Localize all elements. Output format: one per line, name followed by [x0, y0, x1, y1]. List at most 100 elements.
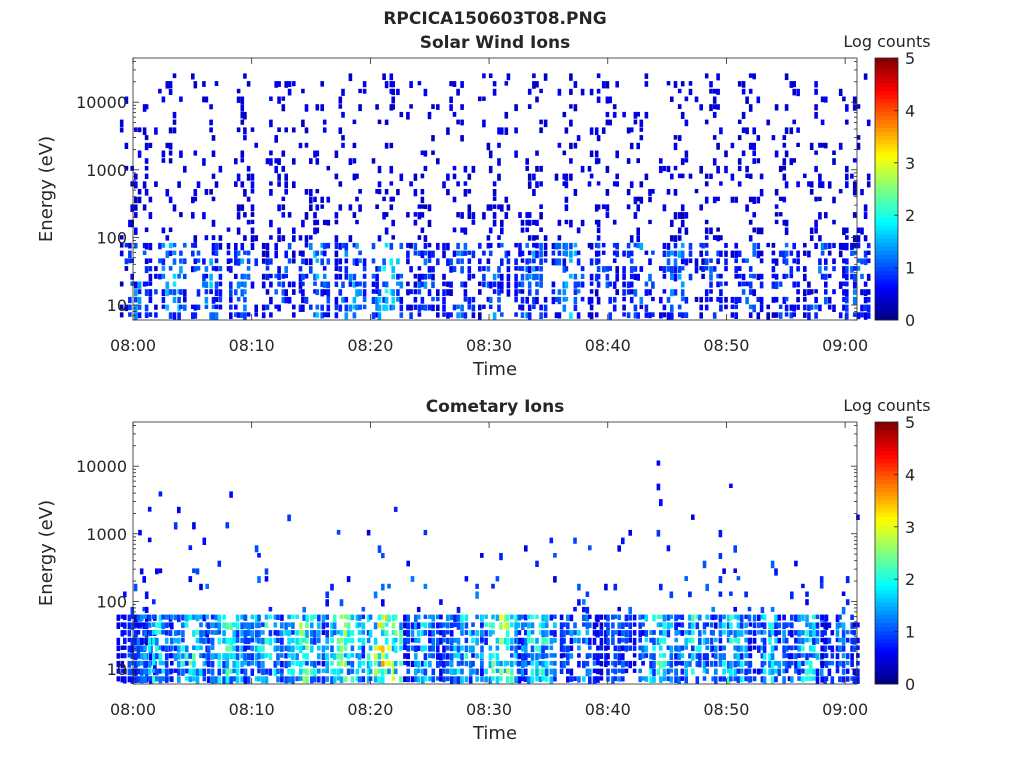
heatmap-cell	[562, 653, 566, 658]
heatmap-cell	[348, 158, 353, 165]
heatmap-cell	[149, 653, 153, 661]
heatmap-cell	[204, 304, 209, 309]
heatmap-cell	[232, 622, 236, 628]
heatmap-cell	[165, 250, 170, 258]
heatmap-cell	[562, 289, 567, 296]
heatmap-cell	[377, 119, 382, 125]
heatmap-cell	[845, 242, 849, 251]
colorbar-segment	[875, 287, 898, 292]
heatmap-cell	[152, 660, 156, 666]
heatmap-cell	[566, 676, 570, 683]
heatmap-cell	[240, 289, 245, 297]
heatmap-cell	[718, 645, 723, 651]
heatmap-cell	[381, 645, 385, 653]
heatmap-cell	[803, 312, 807, 318]
heatmap-cell	[406, 645, 410, 652]
heatmap-cell	[384, 668, 389, 675]
heatmap-cell	[774, 660, 778, 666]
heatmap-cell	[320, 196, 324, 203]
heatmap-cell	[144, 281, 149, 287]
heatmap-cell	[562, 630, 566, 638]
heatmap-cell	[341, 135, 345, 141]
heatmap-cell	[615, 181, 619, 187]
heatmap-cell	[417, 273, 422, 282]
heatmap-cell	[273, 637, 278, 644]
y-tick-label: 100	[96, 228, 127, 247]
heatmap-cell	[204, 235, 209, 241]
heatmap-cell	[352, 142, 357, 149]
heatmap-cell	[373, 668, 378, 677]
heatmap-cell	[120, 660, 125, 668]
heatmap-cell	[659, 622, 663, 628]
heatmap-cell	[532, 81, 536, 89]
colorbar-segment	[875, 299, 898, 305]
heatmap-cell	[628, 606, 632, 614]
heatmap-cell	[684, 576, 688, 581]
heatmap-cell	[670, 289, 674, 297]
heatmap-cell	[269, 119, 273, 128]
heatmap-cell	[622, 250, 626, 257]
heatmap-cell	[827, 181, 832, 189]
heatmap-cell	[527, 212, 532, 218]
heatmap-cell	[562, 281, 567, 289]
heatmap-cell	[482, 250, 486, 256]
heatmap-cell	[292, 227, 296, 234]
heatmap-cell	[582, 676, 586, 682]
heatmap-cell	[133, 583, 138, 592]
heatmap-cell	[670, 235, 674, 242]
heatmap-cell	[608, 312, 612, 320]
heatmap-cell	[184, 614, 189, 622]
heatmap-cell	[704, 242, 709, 248]
heatmap-cell	[756, 196, 761, 204]
heatmap-cell	[326, 242, 331, 249]
heatmap-cell	[144, 606, 149, 613]
colorbar-segment	[875, 86, 898, 92]
heatmap-cell	[538, 660, 543, 666]
heatmap-cell	[362, 304, 367, 310]
heatmap-cell	[521, 614, 525, 620]
heatmap-cell	[442, 250, 446, 259]
heatmap-cell	[168, 266, 173, 271]
heatmap-cell	[301, 119, 305, 127]
heatmap-cell	[195, 676, 200, 684]
heatmap-cell	[585, 630, 590, 636]
heatmap-cell	[423, 583, 428, 589]
colorbar-segment	[875, 569, 898, 574]
heatmap-cell	[391, 96, 395, 104]
heatmap-cell	[222, 630, 226, 637]
heatmap-cell	[521, 653, 525, 661]
heatmap-cell	[428, 660, 432, 668]
heatmap-cell	[389, 104, 394, 111]
heatmap-cell	[236, 127, 241, 133]
heatmap-cell	[648, 312, 652, 319]
heatmap-cell	[168, 196, 173, 203]
heatmap-cell	[520, 281, 525, 288]
heatmap-cell	[261, 645, 265, 652]
heatmap-cell	[680, 614, 685, 620]
heatmap-cell	[210, 622, 215, 628]
heatmap-cell	[120, 614, 125, 619]
heatmap-cell	[170, 668, 174, 674]
heatmap-cell	[628, 622, 632, 629]
heatmap-cell	[500, 312, 504, 317]
heatmap-cell	[467, 266, 472, 274]
heatmap-cell	[235, 676, 240, 684]
heatmap-cell	[674, 622, 678, 630]
heatmap-cell	[139, 676, 144, 684]
heatmap-cell	[535, 150, 539, 156]
heatmap-cell	[139, 637, 144, 646]
heatmap-cell	[235, 637, 240, 643]
heatmap-cell	[797, 660, 801, 669]
heatmap-cell	[123, 630, 127, 636]
heatmap-cell	[745, 296, 749, 305]
heatmap-cell	[504, 127, 509, 135]
heatmap-cell	[269, 258, 273, 265]
heatmap-cell	[168, 242, 173, 249]
heatmap-cell	[604, 630, 608, 638]
heatmap-cell	[733, 630, 737, 638]
heatmap-cell	[420, 304, 425, 311]
heatmap-cell	[615, 250, 619, 258]
heatmap-cell	[482, 96, 486, 101]
heatmap-cell	[554, 258, 559, 266]
heatmap-cell	[387, 660, 391, 667]
